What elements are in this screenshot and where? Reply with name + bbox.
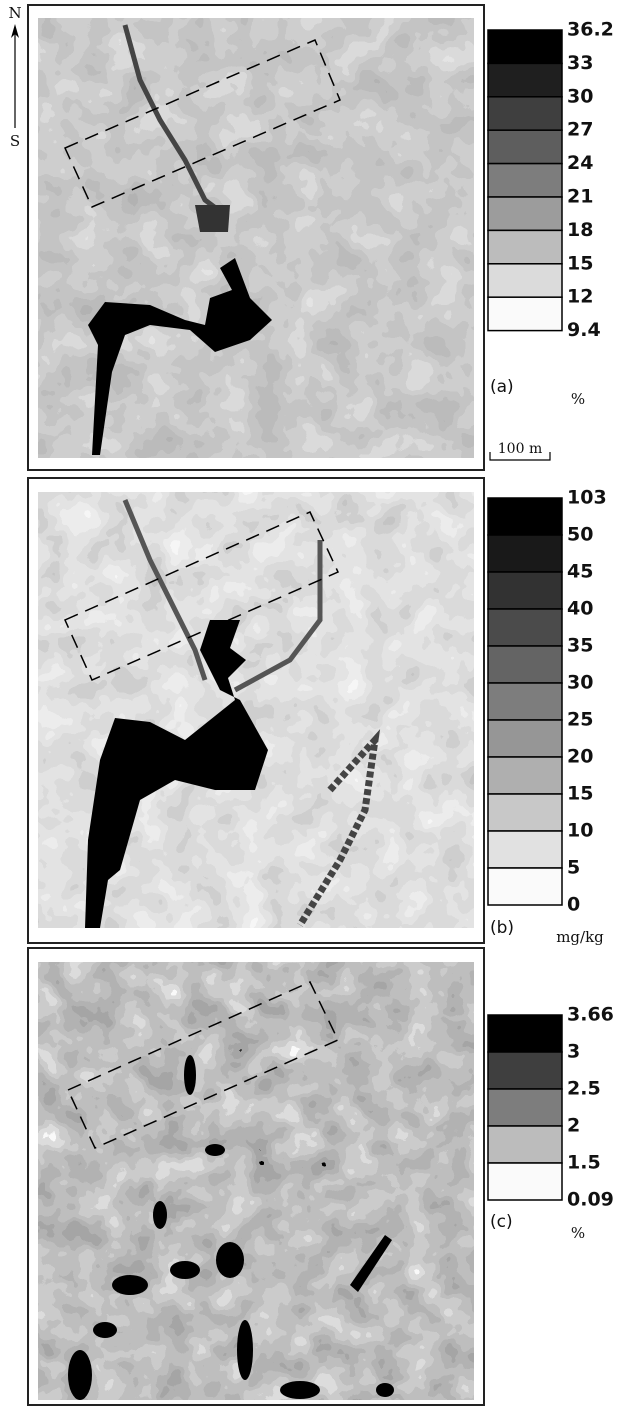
legend-swatch: [488, 498, 562, 535]
legend-label: 45: [567, 561, 593, 583]
panel-label: (c): [490, 1212, 513, 1232]
legend-swatch: [488, 197, 562, 230]
panel-label: (a): [490, 377, 514, 397]
legend-label: 30: [567, 85, 593, 107]
unit-label: %: [571, 1224, 585, 1242]
legend-swatch: [488, 646, 562, 683]
north-label: N: [8, 4, 21, 22]
legend-label: 33: [567, 52, 593, 74]
legend-swatch: [488, 831, 562, 868]
legend-swatch: [488, 1126, 562, 1163]
legend-label: 0.09: [567, 1189, 614, 1211]
legend-swatch: [488, 572, 562, 609]
legend-swatch: [488, 1052, 562, 1089]
legend-label: 20: [567, 746, 593, 768]
legend-label: 36.2: [567, 19, 614, 41]
legend-swatch: [488, 609, 562, 646]
legend-label: 24: [567, 152, 593, 174]
unit-label: %: [571, 390, 585, 408]
legend-swatch: [488, 868, 562, 905]
legend-swatch: [488, 1015, 562, 1052]
legend-label: 2: [567, 1115, 580, 1137]
scale-bar-label: 100 m: [498, 441, 542, 457]
legend-label: 9.4: [567, 319, 601, 341]
legend-swatch: [488, 63, 562, 96]
south-label: S: [10, 132, 20, 150]
legend-swatch: [488, 30, 562, 63]
legend-swatch: [488, 1089, 562, 1126]
legend-swatch: [488, 720, 562, 757]
legend-label: 2.5: [567, 1078, 601, 1100]
legend-label: 50: [567, 524, 593, 546]
legend-label: 30: [567, 672, 593, 694]
legend-label: 103: [567, 487, 607, 509]
legend-label: 5: [567, 857, 580, 879]
reservoir: [195, 205, 230, 232]
legend-label: 15: [567, 252, 593, 274]
legend-label: 40: [567, 598, 593, 620]
legend-label: 18: [567, 219, 593, 241]
legend-label: 0: [567, 894, 580, 916]
legend-swatch: [488, 264, 562, 297]
legend-label: 25: [567, 709, 593, 731]
legend-label: 35: [567, 635, 593, 657]
legend-swatch: [488, 757, 562, 794]
legend-label: 3: [567, 1041, 580, 1063]
legend-label: 27: [567, 119, 593, 141]
legend-swatch: [488, 535, 562, 572]
legend-swatch: [488, 130, 562, 163]
legend-swatch: [488, 683, 562, 720]
panel-label: (b): [490, 918, 514, 938]
legend-swatch: [488, 297, 562, 330]
legend-label: 3.66: [567, 1004, 614, 1026]
legend-swatch: [488, 164, 562, 197]
figure: N S 100 m 36.233302724211815129.4(a)%103…: [0, 0, 625, 1410]
legend-swatch: [488, 230, 562, 263]
legend-label: 10: [567, 820, 593, 842]
legend-swatch: [488, 1163, 562, 1200]
legend-label: 1.5: [567, 1152, 601, 1174]
legend-swatch: [488, 794, 562, 831]
unit-label: mg/kg: [556, 928, 604, 946]
legend-label: 15: [567, 783, 593, 805]
legend-label: 21: [567, 186, 593, 208]
legend-label: 12: [567, 286, 593, 308]
legend-swatch: [488, 97, 562, 130]
